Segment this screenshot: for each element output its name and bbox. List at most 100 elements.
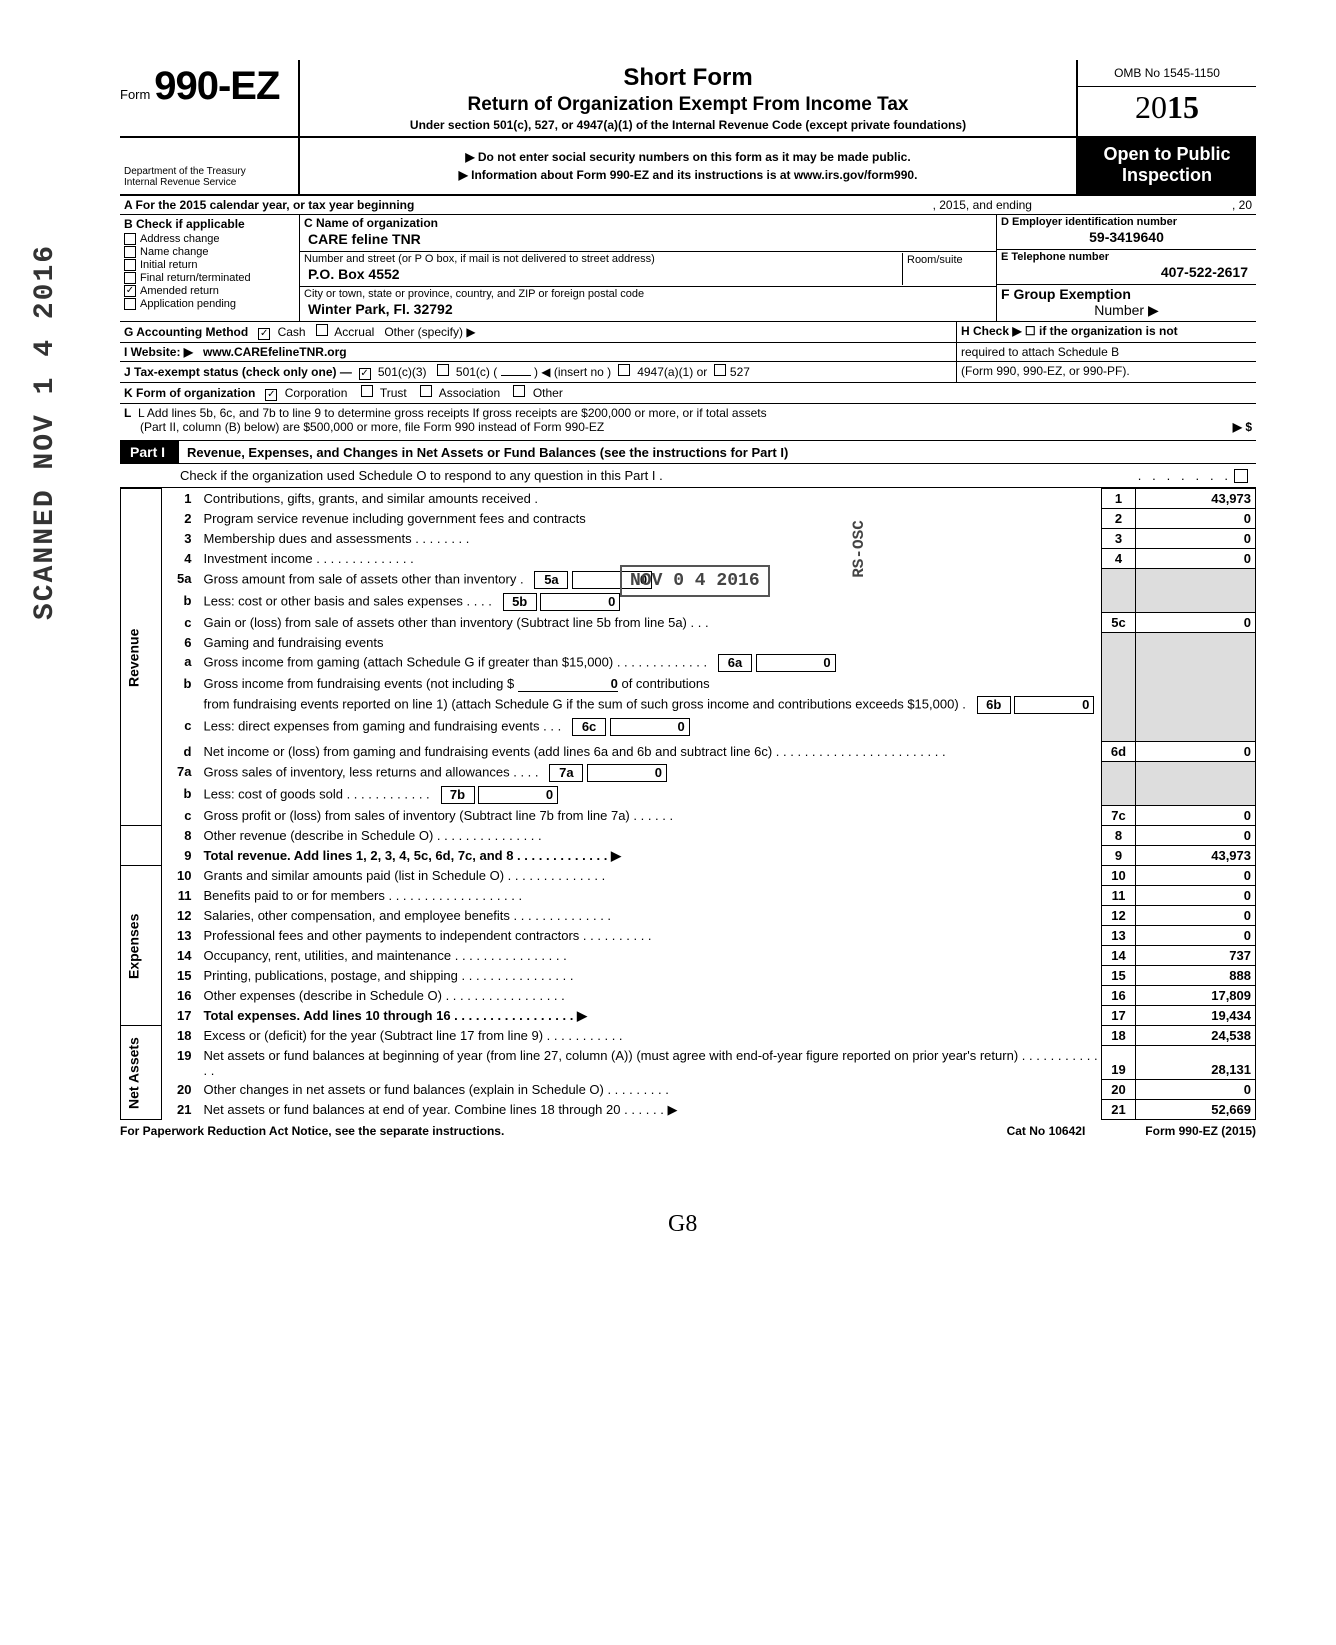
- ln21-no: 21: [162, 1100, 200, 1120]
- b-checkbox-3[interactable]: [124, 272, 136, 284]
- b-label-1: Name change: [140, 246, 209, 258]
- title-under: Under section 501(c), 527, or 4947(a)(1)…: [310, 118, 1066, 132]
- accrual-checkbox[interactable]: [316, 324, 328, 336]
- trust-checkbox[interactable]: [361, 385, 373, 397]
- g-label: G Accounting Method: [124, 325, 248, 339]
- 501c-checkbox[interactable]: [437, 364, 449, 376]
- ln2-amt: 0: [1136, 509, 1256, 529]
- i-label: I Website: ▶: [124, 345, 193, 359]
- 501c3-checkbox[interactable]: ✓: [359, 368, 371, 380]
- ln15-box: 15: [1102, 966, 1136, 986]
- b-checkbox-5[interactable]: [124, 298, 136, 310]
- open-line1: Open to Public: [1082, 144, 1252, 165]
- ln6b-text2: of contributions: [621, 676, 709, 691]
- ln7c-no: c: [162, 806, 200, 826]
- header-row2: Department of the Treasury Internal Reve…: [120, 138, 1256, 196]
- ln14-no: 14: [162, 946, 200, 966]
- b-checkbox-0[interactable]: [124, 233, 136, 245]
- assoc-checkbox[interactable]: [420, 385, 432, 397]
- b-label-2: Initial return: [140, 259, 197, 271]
- ln6d-amt: 0: [1136, 742, 1256, 762]
- col-c: C Name of organization CARE feline TNR N…: [300, 215, 996, 321]
- open-inspection: Open to Public Inspection: [1076, 138, 1256, 194]
- ln6a-mini: 6a: [718, 654, 752, 672]
- revenue-label2: [121, 826, 162, 866]
- k-other: Other: [533, 386, 563, 400]
- l-text1: L Add lines 5b, 6c, and 7b to line 9 to …: [138, 406, 767, 420]
- received-stamp: NOV 0 4 2016: [620, 565, 770, 597]
- form-number-box: Form 990-EZ: [120, 60, 300, 136]
- part1-header: Part I Revenue, Expenses, and Changes in…: [120, 441, 1256, 464]
- notice-ssn: ▶ Do not enter social security numbers o…: [310, 150, 1066, 164]
- omb-number: OMB No 1545-1150: [1078, 60, 1256, 87]
- schedule-o-checkbox[interactable]: [1234, 469, 1248, 483]
- cash-checkbox[interactable]: ✓: [258, 328, 270, 340]
- ln20-no: 20: [162, 1080, 200, 1100]
- b-header: B Check if applicable: [124, 217, 295, 231]
- line-a: A For the 2015 calendar year, or tax yea…: [120, 196, 1256, 215]
- ln15-amt: 888: [1136, 966, 1256, 986]
- ln6-desc: Gaming and fundraising events: [200, 633, 1102, 652]
- ln5c-no: c: [162, 613, 200, 633]
- ln18-amt: 24,538: [1136, 1026, 1256, 1046]
- ln9-text: Total revenue. Add lines 1, 2, 3, 4, 5c,…: [204, 848, 621, 863]
- shade-7: [1102, 762, 1136, 806]
- ln16-amt: 17,809: [1136, 986, 1256, 1006]
- form-number: 990-EZ: [154, 64, 279, 108]
- ln6b-no: b: [162, 674, 200, 694]
- form-prefix: Form: [120, 87, 150, 102]
- ln7a-no: 7a: [162, 762, 200, 784]
- ln19-desc: Net assets or fund balances at beginning…: [200, 1046, 1102, 1080]
- ln17-text: Total expenses. Add lines 10 through 16 …: [204, 1008, 587, 1023]
- ln20-amt: 0: [1136, 1080, 1256, 1100]
- part1-check-row: Check if the organization used Schedule …: [120, 464, 1256, 488]
- ln7a-text: Gross sales of inventory, less returns a…: [204, 764, 539, 779]
- 4947-checkbox[interactable]: [618, 364, 630, 376]
- b-check-4: ✓Amended return: [124, 285, 295, 297]
- line-l: L L Add lines 5b, 6c, and 7b to line 9 t…: [120, 404, 1256, 441]
- ln11-no: 11: [162, 886, 200, 906]
- expenses-label: Expenses: [121, 866, 162, 1026]
- notices: ▶ Do not enter social security numbers o…: [300, 138, 1076, 194]
- shade-7b: [1136, 762, 1256, 806]
- ln20-box: 20: [1102, 1080, 1136, 1100]
- ln9-desc: Total revenue. Add lines 1, 2, 3, 4, 5c,…: [200, 846, 1102, 866]
- room-suite: Room/suite: [902, 253, 992, 285]
- k-label: K Form of organization: [124, 386, 255, 400]
- b-checkbox-4[interactable]: ✓: [124, 285, 136, 297]
- b-checkbox-2[interactable]: [124, 259, 136, 271]
- ln6c-no: c: [162, 716, 200, 738]
- h-line3: (Form 990, 990-EZ, or 990-PF).: [961, 364, 1130, 378]
- b-check-1: Name change: [124, 246, 295, 258]
- mark-g8: G8: [668, 1211, 697, 1238]
- ln8-desc: Other revenue (describe in Schedule O) .…: [200, 826, 1102, 846]
- ln15-no: 15: [162, 966, 200, 986]
- ln7a-desc: Gross sales of inventory, less returns a…: [200, 762, 1102, 784]
- revenue-label: Revenue: [121, 489, 162, 826]
- other-checkbox[interactable]: [513, 385, 525, 397]
- shade-6: [1102, 633, 1136, 742]
- ln7c-box: 7c: [1102, 806, 1136, 826]
- info-block: B Check if applicable Address changeName…: [120, 215, 1256, 322]
- ln7c-amt: 0: [1136, 806, 1256, 826]
- ln1-no: 1: [162, 489, 200, 509]
- ln1-amt: 43,973: [1136, 489, 1256, 509]
- j-4947: 4947(a)(1) or: [637, 365, 707, 379]
- ln14-desc: Occupancy, rent, utilities, and maintena…: [200, 946, 1102, 966]
- ln17-amt: 19,434: [1136, 1006, 1256, 1026]
- corp-checkbox[interactable]: ✓: [265, 389, 277, 401]
- b-check-5: Application pending: [124, 298, 295, 310]
- k-assoc: Association: [439, 386, 500, 400]
- j-label: J Tax-exempt status (check only one) —: [124, 365, 352, 379]
- title-sub: Return of Organization Exempt From Incom…: [310, 94, 1066, 116]
- ln5c-amt: 0: [1136, 613, 1256, 633]
- ln8-amt: 0: [1136, 826, 1256, 846]
- ln6a-text: Gross income from gaming (attach Schedul…: [204, 654, 708, 669]
- b-checkbox-1[interactable]: [124, 246, 136, 258]
- ln7b-text: Less: cost of goods sold . . . . . . . .…: [204, 786, 430, 801]
- line-k: K Form of organization ✓ Corporation Tru…: [120, 383, 1256, 404]
- 527-checkbox[interactable]: [714, 364, 726, 376]
- ln6b-inline: 0: [518, 676, 618, 692]
- j-527: 527: [730, 365, 750, 379]
- line-i: I Website: ▶ www.CAREfelineTNR.org requi…: [120, 343, 1256, 362]
